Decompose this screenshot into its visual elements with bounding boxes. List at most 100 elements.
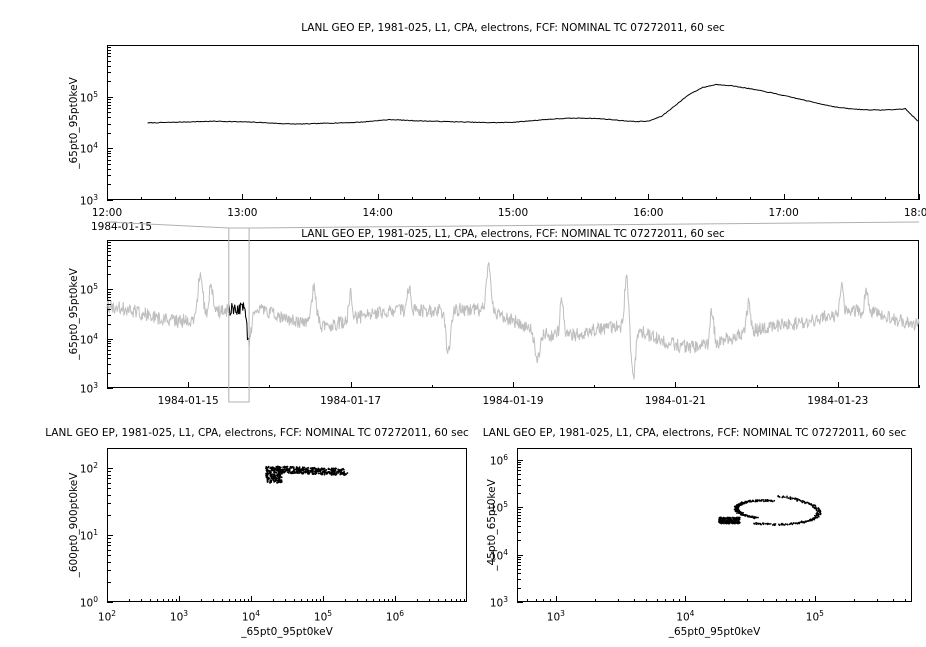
panel-top-ytick: 104 [79, 141, 98, 156]
axis-tick [188, 382, 190, 388]
axis-tick [479, 196, 481, 200]
panel-bottom-right-title: LANL GEO EP, 1981-025, L1, CPA, electron… [482, 427, 907, 439]
axis-tick [656, 598, 658, 602]
axis-tick [614, 196, 616, 200]
axis-tick [665, 598, 667, 602]
axis-tick [107, 315, 111, 317]
axis-tick [107, 294, 111, 296]
panel-mid-xtick: 1984-01-19 [482, 395, 544, 407]
axis-tick [307, 598, 309, 602]
axis-tick [905, 598, 907, 602]
axis-tick [107, 153, 111, 155]
panel-mid-axes-frame[interactable] [107, 240, 919, 388]
axis-tick [594, 384, 596, 388]
panel-top-xtick: 17:00 [768, 207, 799, 219]
axis-tick [128, 598, 130, 602]
axis-tick [513, 382, 514, 388]
panel-top-ytick: 103 [79, 193, 98, 208]
axis-tick [357, 598, 359, 602]
axis-tick [517, 559, 521, 561]
panel-mid-ytick: 103 [79, 381, 98, 396]
axis-tick [107, 242, 111, 244]
axis-tick [543, 598, 545, 602]
panel-bl-ytick: 101 [79, 528, 98, 543]
panel-mid-xtick: 1984-01-21 [644, 395, 706, 407]
axis-tick [107, 148, 113, 150]
axis-tick [517, 565, 521, 567]
axis-tick [229, 598, 231, 602]
panel-bl-xtick: 102 [97, 609, 117, 624]
axis-tick [107, 358, 111, 360]
axis-tick [107, 468, 113, 470]
panel-bl-xtick: 106 [385, 609, 405, 624]
axis-tick [517, 511, 521, 513]
axis-tick [310, 196, 311, 200]
axis-tick [107, 474, 111, 476]
axis-tick [107, 340, 111, 342]
axis-tick [513, 194, 514, 200]
axis-tick [107, 60, 111, 62]
axis-tick [107, 602, 113, 603]
axis-tick [594, 598, 596, 602]
axis-tick [179, 596, 180, 602]
axis-tick [648, 194, 650, 200]
axis-tick [344, 598, 346, 602]
panel-mid-xtick: 1984-01-23 [807, 395, 869, 407]
panel-mid-title: LANL GEO EP, 1981-025, L1, CPA, electron… [301, 228, 725, 240]
axis-tick [107, 514, 111, 516]
axis-tick [107, 388, 113, 389]
panel-top-xtick: 14:00 [362, 207, 393, 219]
axis-tick [174, 196, 176, 200]
axis-tick [646, 598, 648, 602]
axis-tick [517, 521, 521, 523]
axis-tick [395, 596, 396, 602]
axis-tick [517, 587, 521, 589]
axis-tick [633, 598, 635, 602]
panel-bottom-left-ylabel: _600pt0_900pt0keV [68, 472, 80, 578]
axis-tick [431, 384, 433, 388]
axis-tick [107, 163, 111, 165]
axis-tick [775, 598, 777, 602]
panel-bottom-right-axes-frame[interactable] [517, 448, 912, 602]
panel-bottom-left-axes-frame[interactable] [107, 448, 467, 602]
axis-tick [416, 598, 418, 602]
axis-tick [763, 598, 765, 602]
panel-br-xtick: 103 [546, 609, 565, 624]
axis-tick [208, 196, 210, 200]
axis-tick [107, 56, 111, 58]
axis-tick [445, 598, 447, 602]
panel-bottom-left-plot-area[interactable] [107, 448, 467, 602]
panel-top-plot-area[interactable] [107, 45, 919, 200]
axis-tick [107, 99, 111, 101]
axis-tick [107, 274, 111, 276]
axis-tick [323, 596, 324, 602]
axis-tick [244, 598, 246, 602]
axis-tick [107, 545, 111, 547]
axis-tick [517, 540, 521, 542]
axis-tick [517, 507, 523, 509]
axis-tick [535, 598, 537, 602]
axis-tick [213, 598, 215, 602]
axis-tick [163, 598, 165, 602]
axis-tick [517, 470, 521, 472]
axis-tick [107, 50, 111, 51]
axis-tick [580, 196, 582, 200]
axis-tick [445, 196, 447, 200]
axis-tick [107, 384, 108, 388]
axis-tick [222, 598, 224, 602]
axis-tick [107, 244, 111, 246]
axis-tick [517, 561, 521, 563]
axis-tick [107, 343, 111, 345]
axis-tick [107, 112, 111, 114]
axis-tick [107, 104, 111, 106]
axis-tick [546, 196, 548, 200]
axis-tick [107, 200, 113, 201]
axis-tick [747, 598, 749, 602]
axis-tick [716, 196, 717, 200]
panel-bottom-right-xlabel: _65pt0_95pt0keV [668, 626, 761, 638]
axis-tick [107, 570, 111, 572]
panel-bottom-right-plot-area[interactable] [517, 448, 912, 602]
axis-tick [724, 598, 726, 602]
axis-tick [107, 304, 111, 306]
